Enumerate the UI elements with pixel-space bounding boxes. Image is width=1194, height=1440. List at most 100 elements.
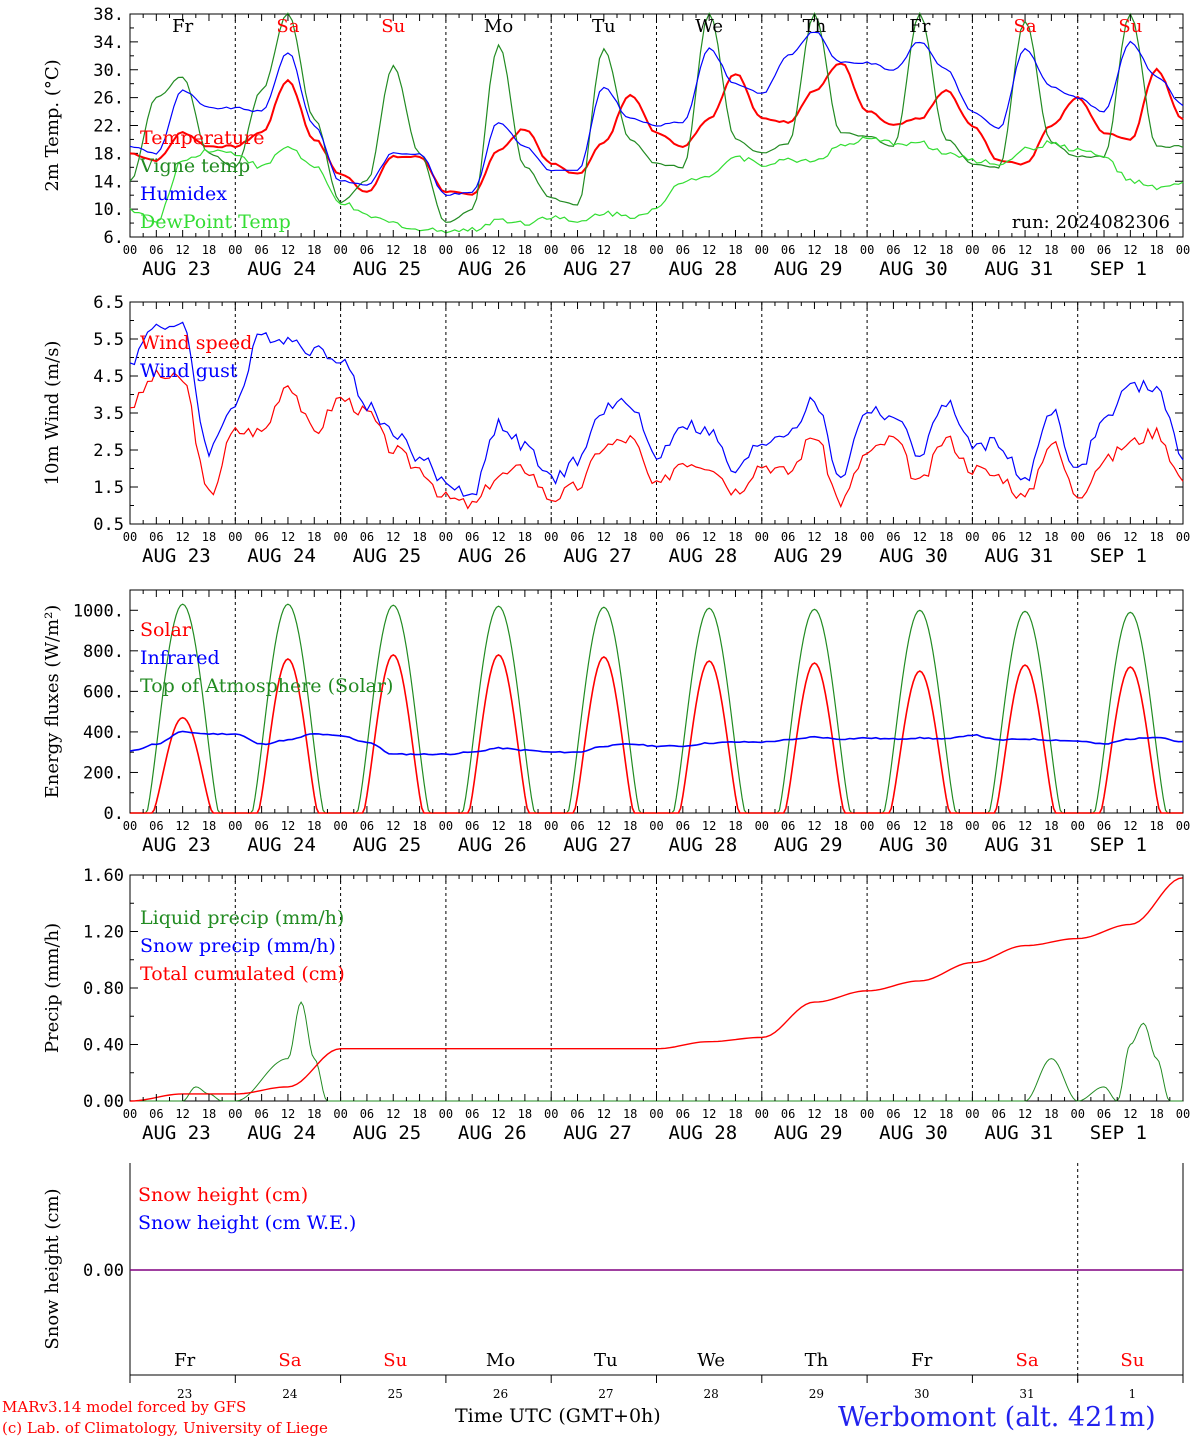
date-label: AUG 26 — [458, 834, 527, 856]
hour-tick-label: 06 — [676, 530, 690, 544]
hour-tick-label: 00 — [649, 819, 663, 833]
hour-tick-label: 12 — [281, 530, 295, 544]
hour-tick-label: 18 — [518, 1107, 532, 1121]
date-label: AUG 28 — [669, 1122, 738, 1144]
hour-tick-label: 00 — [965, 530, 979, 544]
hour-tick-label: 00 — [544, 1107, 558, 1121]
y-tick-label: 5.5 — [93, 330, 124, 350]
hour-tick-label: 18 — [412, 819, 426, 833]
hour-tick-label: 12 — [702, 819, 716, 833]
hour-tick-label: 00 — [755, 819, 769, 833]
date-label: AUG 30 — [879, 545, 948, 567]
date-label: AUG 23 — [142, 1122, 211, 1144]
date-label: AUG 24 — [247, 1122, 316, 1144]
hour-tick-label: 06 — [465, 243, 479, 257]
day-label: Sa — [276, 16, 299, 37]
date-label: AUG 30 — [879, 834, 948, 856]
legend-vigne-temp: Vigne temp — [139, 155, 250, 177]
y-tick-label: 2.5 — [93, 441, 124, 461]
date-label: AUG 23 — [142, 545, 211, 567]
date-label: AUG 29 — [774, 258, 843, 280]
hour-tick-label: 12 — [281, 819, 295, 833]
hour-tick-label: 00 — [755, 243, 769, 257]
hour-tick-label: 18 — [623, 1107, 637, 1121]
date-label: AUG 25 — [353, 545, 422, 567]
hour-tick-label: 06 — [991, 1107, 1005, 1121]
hour-tick-label: 18 — [834, 243, 848, 257]
day-label: Sa — [1016, 1350, 1039, 1371]
hour-tick-label: 12 — [807, 243, 821, 257]
date-label: SEP 1 — [1090, 834, 1147, 856]
day-number: 28 — [704, 1387, 719, 1401]
hour-tick-label: 06 — [360, 1107, 374, 1121]
hour-tick-label: 00 — [333, 819, 347, 833]
hour-tick-label: 00 — [123, 1107, 137, 1121]
day-label: Fr — [911, 1350, 932, 1371]
hour-tick-label: 18 — [834, 819, 848, 833]
hour-tick-label: 00 — [1070, 530, 1084, 544]
hour-tick-label: 12 — [386, 243, 400, 257]
date-label: AUG 24 — [247, 834, 316, 856]
hour-tick-label: 00 — [228, 819, 242, 833]
hour-tick-label: 18 — [412, 530, 426, 544]
date-label: AUG 27 — [563, 545, 632, 567]
hour-tick-label: 12 — [807, 819, 821, 833]
y-tick-label: 6.5 — [93, 293, 124, 313]
hour-tick-label: 18 — [728, 243, 742, 257]
hour-tick-label: 12 — [1123, 1107, 1137, 1121]
day-label: Tu — [594, 1350, 618, 1371]
hour-tick-label: 18 — [939, 819, 953, 833]
y-tick-label: 0.40 — [83, 1036, 124, 1056]
date-label: AUG 31 — [984, 258, 1053, 280]
hour-tick-label: 06 — [360, 530, 374, 544]
hour-tick-label: 12 — [175, 530, 189, 544]
legend-humidex: Humidex — [140, 183, 227, 205]
y-tick-label: 14. — [93, 172, 124, 192]
y-tick-label: 1.5 — [93, 478, 124, 498]
day-label: Mo — [486, 1350, 515, 1371]
legend-temperature: Temperature — [140, 127, 264, 149]
date-label: AUG 29 — [774, 1122, 843, 1144]
y-tick-label: 200. — [83, 763, 124, 783]
y-tick-label: 0.5 — [93, 515, 124, 535]
hour-tick-label: 12 — [281, 1107, 295, 1121]
hour-tick-label: 06 — [149, 1107, 163, 1121]
hour-tick-label: 18 — [307, 530, 321, 544]
date-label: AUG 23 — [142, 258, 211, 280]
day-number: 26 — [493, 1387, 508, 1401]
hour-tick-label: 00 — [228, 243, 242, 257]
hour-tick-label: 18 — [518, 819, 532, 833]
wind-axis-title: 10m Wind (m/s) — [42, 341, 63, 486]
hour-tick-label: 18 — [1044, 243, 1058, 257]
day-label: Mo — [484, 16, 513, 37]
station-name: Werbomont (alt. 421m) — [838, 1402, 1156, 1433]
hour-tick-label: 18 — [834, 530, 848, 544]
hour-tick-label: 06 — [676, 243, 690, 257]
y-tick-label: 1.20 — [83, 923, 124, 943]
date-label: AUG 27 — [563, 834, 632, 856]
y-tick-label: 18. — [93, 144, 124, 164]
hour-tick-label: 00 — [965, 819, 979, 833]
hour-tick-label: 00 — [544, 243, 558, 257]
hour-tick-label: 06 — [1097, 530, 1111, 544]
day-label: Su — [381, 16, 405, 37]
hour-tick-label: 12 — [281, 243, 295, 257]
hour-tick-label: 12 — [1018, 1107, 1032, 1121]
date-label: AUG 28 — [669, 545, 738, 567]
run-label: run: 2024082306 — [1012, 212, 1170, 233]
day-number: 27 — [598, 1387, 613, 1401]
hour-tick-label: 12 — [597, 1107, 611, 1121]
hour-tick-label: 12 — [702, 530, 716, 544]
day-number: 29 — [809, 1387, 824, 1401]
series-dewpoint-temp — [129, 136, 1184, 234]
hour-tick-label: 06 — [254, 243, 268, 257]
day-label: Th — [803, 16, 827, 37]
hour-tick-label: 18 — [1149, 819, 1163, 833]
hour-tick-label: 18 — [307, 243, 321, 257]
hour-tick-label: 06 — [360, 243, 374, 257]
hour-tick-label: 06 — [254, 819, 268, 833]
hour-tick-label: 12 — [491, 819, 505, 833]
y-tick-label: 400. — [83, 723, 124, 743]
hour-tick-label: 00 — [649, 243, 663, 257]
hour-tick-label: 12 — [175, 819, 189, 833]
